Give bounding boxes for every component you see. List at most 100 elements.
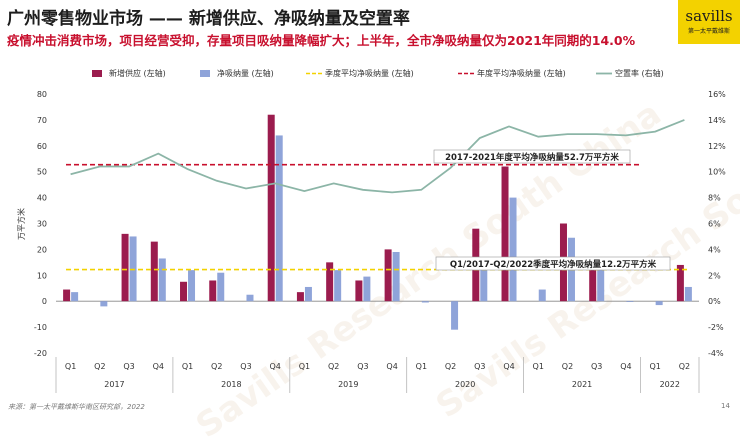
year-label: 2019 [338,380,358,389]
x-tick-label: Q1 [182,362,193,371]
x-tick-label: Q1 [649,362,660,371]
bar-net-absorption [246,294,254,302]
year-label: 2017 [104,380,124,389]
y-right-tick-label: 10% [708,168,726,177]
bar-new-supply [501,166,509,302]
bar-new-supply [63,289,71,302]
bar-net-absorption [71,292,79,302]
x-tick-label: Q3 [591,362,602,371]
x-tick-label: Q1 [533,362,544,371]
legend-label: 年度平均净吸纳量 (左轴) [477,68,566,78]
bar-net-absorption [392,251,400,302]
bar-new-supply [150,241,158,302]
bar-net-absorption [480,267,488,302]
x-tick-label: Q2 [328,362,339,371]
y-right-tick-label: 12% [708,142,726,151]
source-note: 来源：第一太平戴维斯华南区研究部，2022 [8,403,145,411]
y-right-tick-label: 16% [708,90,726,99]
annotation-quarterly: Q1/2017-Q2/2022季度平均净吸纳量12.2万平方米 [450,259,657,270]
x-tick-label: Q4 [270,362,281,371]
y-left-tick-label: 60 [37,142,47,151]
vacancy-rate-line [70,119,685,194]
bar-net-absorption [100,301,108,307]
bar-new-supply [326,262,334,302]
y-left-tick-label: 20 [37,245,47,254]
page-subtitle: 疫情冲击消费市场，项目经营受抑，存量项目吸纳量降幅扩大；上半年，全市净吸纳量仅为… [7,33,636,48]
y-left-tick-label: 80 [37,90,47,99]
annotation-box-quarterly [435,256,671,271]
x-tick-label: Q2 [211,362,222,371]
bar-net-absorption [655,301,663,306]
bar-net-absorption [684,286,692,302]
bar-new-supply [180,281,188,302]
page-title: 广州零售物业市场 —— 新增供应、净吸纳量及空置率 [7,9,410,29]
bar-net-absorption [451,301,459,330]
legend-label: 空置率 (右轴) [615,68,664,78]
x-tick-label: Q2 [679,362,690,371]
legend-label: 净吸纳量 (左轴) [217,68,274,78]
x-tick-label: Q1 [299,362,310,371]
y-right-tick-label: -2% [708,323,724,332]
x-tick-label: Q4 [386,362,397,371]
bar-net-absorption [597,267,605,302]
bar-net-absorption [363,276,371,302]
x-tick-label: Q3 [357,362,368,371]
legend-swatch [92,70,102,77]
y-right-tick-label: 0% [708,297,721,306]
y-left-tick-label: -10 [34,323,47,332]
legend-swatch [200,70,210,77]
y-right-tick-label: -4% [708,349,724,358]
bar-new-supply [267,114,275,302]
bar-new-supply [355,280,363,302]
x-tick-label: Q1 [65,362,76,371]
y-left-tick-label: 40 [37,194,47,203]
y-left-tick-label: -20 [34,349,47,358]
year-label: 2022 [660,380,680,389]
legend-label: 新增供应 (左轴) [109,68,166,78]
bar-new-supply [589,267,597,302]
bar-new-supply [384,249,392,302]
bar-net-absorption [217,272,225,302]
x-tick-label: Q2 [94,362,105,371]
y-right-tick-label: 8% [708,194,721,203]
bar-net-absorption [304,286,312,302]
year-label: 2018 [221,380,241,389]
year-label: 2020 [455,380,475,389]
legend-label: 季度平均净吸纳量 (左轴) [325,68,414,78]
bar-new-supply [676,264,684,302]
x-tick-label: Q2 [445,362,456,371]
savills-logo: savills 第一太平戴维斯 [678,0,740,44]
y-right-tick-label: 14% [708,116,726,125]
y-left-tick-label: 50 [37,168,47,177]
logo-subtext: 第一太平戴维斯 [687,28,730,35]
y-left-axis-label: 万平方米 [16,208,26,240]
page-number: 14 [721,402,730,410]
annotation-annual: 2017-2021年度平均净吸纳量52.7万平方米 [445,152,619,163]
bar-net-absorption [188,270,196,302]
y-left-tick-label: 70 [37,116,47,125]
x-tick-label: Q4 [153,362,164,371]
x-tick-label: Q4 [503,362,514,371]
y-left-tick-label: 0 [42,297,47,306]
x-tick-label: Q4 [620,362,631,371]
bar-net-absorption [626,301,634,302]
annotation-box-annual [433,149,631,164]
bar-net-absorption [158,258,166,302]
x-tick-label: Q1 [416,362,427,371]
bar-new-supply [121,233,129,302]
bar-net-absorption [275,135,283,302]
chart: -20 -10 0 10 20 30 40 50 60 70 80 16% 14% 12% 10% 8% 6% 4… [16,68,726,393]
bar-net-absorption [538,289,546,302]
y-right-tick-label: 6% [708,220,721,229]
y-left-tick-label: 30 [37,220,47,229]
bar-net-absorption [509,197,517,302]
x-tick-label: Q2 [562,362,573,371]
bar-net-absorption [421,301,429,303]
x-tick-label: Q3 [123,362,134,371]
bar-net-absorption [334,270,342,302]
bar-new-supply [209,280,217,302]
y-left-tick-label: 10 [37,271,47,280]
y-right-tick-label: 2% [708,271,721,280]
logo-brand: savills [685,7,733,25]
x-tick-label: Q3 [240,362,251,371]
